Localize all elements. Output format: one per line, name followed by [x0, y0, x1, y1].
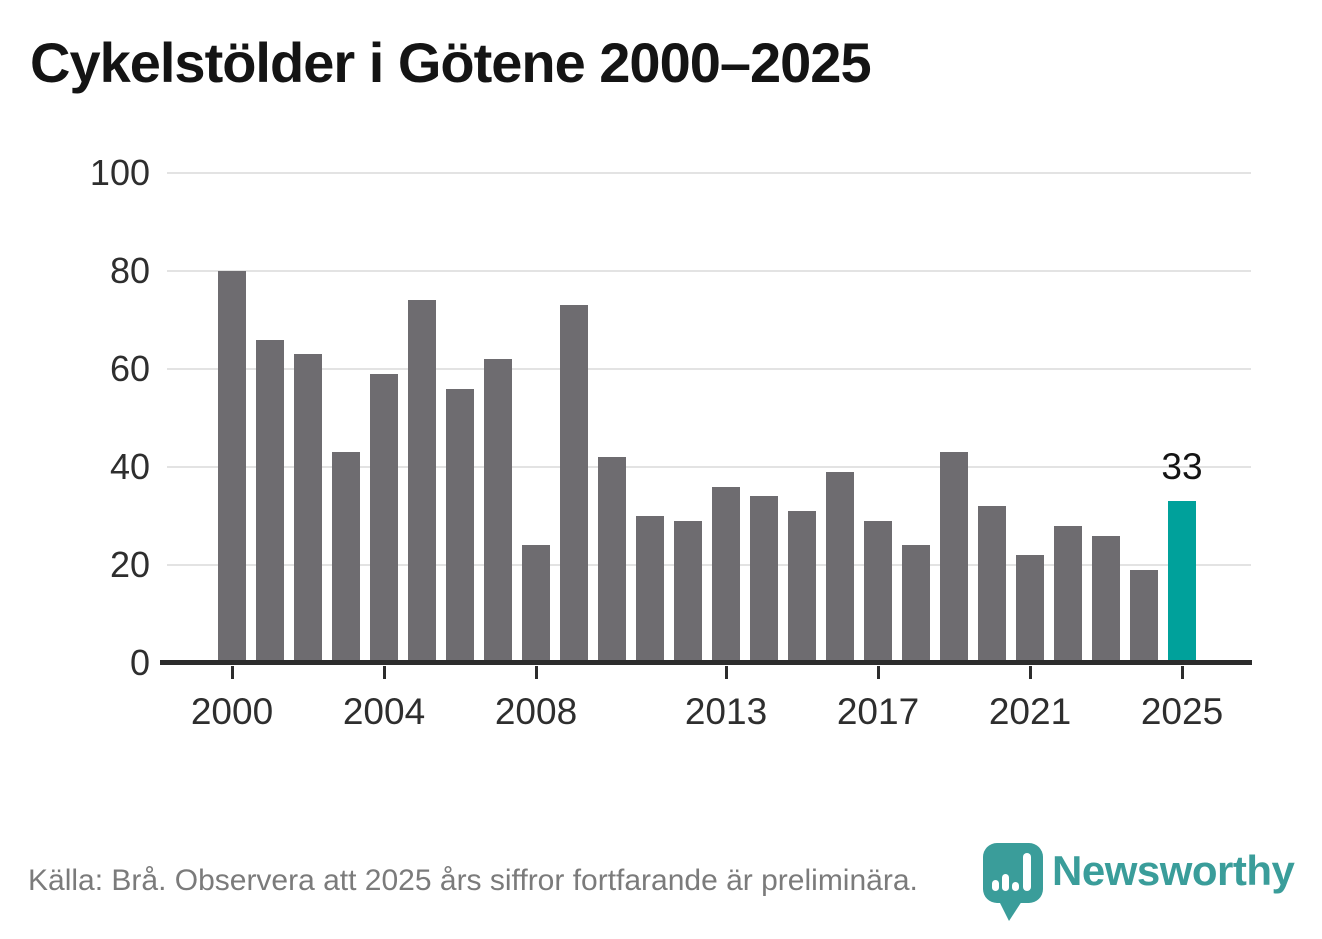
x-axis-line	[160, 660, 1252, 665]
bar-2005	[408, 300, 436, 663]
y-axis-label-60: 60	[109, 348, 150, 389]
plot-area: 33	[160, 172, 1252, 665]
gridline-40	[167, 466, 1251, 468]
bar-2018	[902, 545, 930, 663]
bar-2019	[940, 452, 968, 663]
x-axis-tick-2000	[230, 666, 234, 679]
logo-bar-chart-glyph	[992, 853, 1031, 891]
x-axis-tick-2013	[724, 666, 728, 679]
gridline-20	[167, 564, 1251, 566]
x-axis-label-2017: 2017	[836, 691, 920, 732]
logo-pin-tail	[997, 897, 1024, 921]
x-axis-tick-2021	[1028, 666, 1032, 679]
x-axis-label-2025: 2025	[1140, 691, 1224, 732]
x-axis-tick-2017	[876, 666, 880, 679]
bar-2003	[332, 452, 360, 663]
bar-2011	[636, 516, 664, 663]
x-axis-tick-2004	[382, 666, 386, 679]
x-axis-label-2004: 2004	[342, 691, 426, 732]
bar-2006	[446, 388, 474, 663]
y-axis-label-20: 20	[109, 544, 150, 585]
bar-value-label: 33	[1161, 446, 1203, 488]
bar-2017	[864, 520, 892, 663]
bar-2000	[218, 271, 246, 663]
bar-2022	[1054, 525, 1082, 663]
bar-2009	[560, 305, 588, 663]
gridline-60	[167, 368, 1251, 370]
logo-pin-body	[983, 843, 1043, 903]
bar-2020	[978, 506, 1006, 663]
x-axis-label-2013: 2013	[684, 691, 768, 732]
bar-2024	[1130, 569, 1158, 663]
y-axis-label-80: 80	[109, 250, 150, 291]
brand-name: Newsworthy	[1052, 847, 1295, 894]
x-axis-label-2008: 2008	[494, 691, 578, 732]
bar-2015	[788, 511, 816, 663]
bar-2007	[484, 359, 512, 663]
bar-2001	[256, 339, 284, 663]
x-axis-tick-2025	[1180, 666, 1184, 679]
y-axis-label-40: 40	[109, 446, 150, 487]
newsworthy-logo-icon	[983, 843, 1043, 921]
bar-2012	[674, 520, 702, 663]
bar-2004	[370, 373, 398, 663]
bar-2023	[1092, 535, 1120, 663]
x-axis-tick-2008	[534, 666, 538, 679]
bar-2014	[750, 496, 778, 663]
gridline-100	[167, 172, 1251, 174]
bar-2008	[522, 545, 550, 663]
bar-2010	[598, 457, 626, 663]
bar-2016	[826, 471, 854, 663]
bar-2013	[712, 486, 740, 663]
y-axis-label-100: 100	[89, 152, 150, 193]
bar-2002	[294, 354, 322, 663]
bar-2025	[1168, 501, 1196, 663]
gridline-80	[167, 270, 1251, 272]
x-axis-label-2021: 2021	[988, 691, 1072, 732]
x-axis-label-2000: 2000	[190, 691, 274, 732]
chart-title: Cykelstölder i Götene 2000–2025	[30, 31, 872, 94]
bar-2021	[1016, 555, 1044, 663]
y-axis-label-0: 0	[129, 642, 150, 683]
source-note: Källa: Brå. Observera att 2025 års siffr…	[28, 864, 918, 897]
